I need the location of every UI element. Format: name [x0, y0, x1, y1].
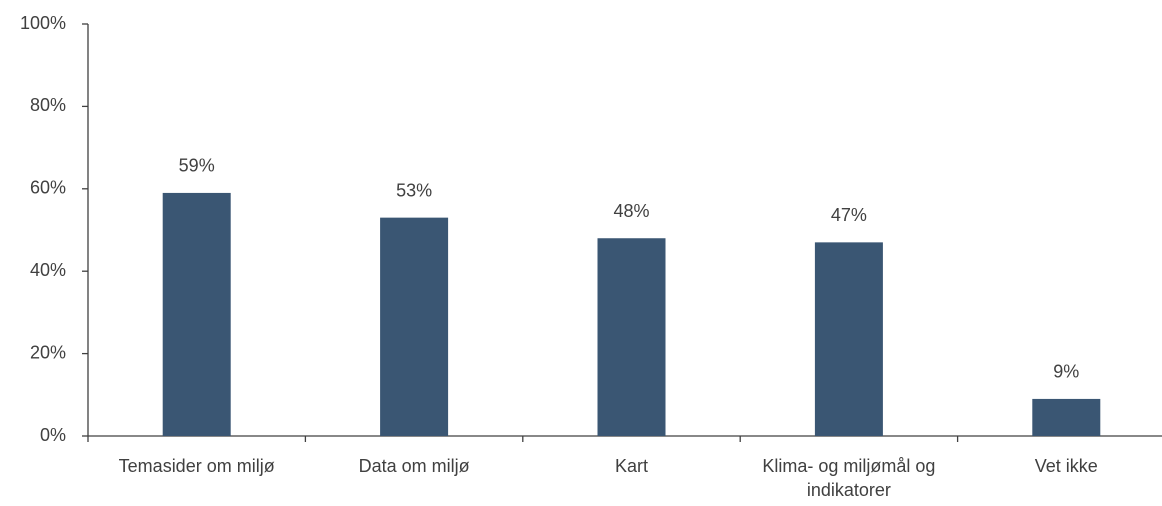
bar	[814, 242, 883, 436]
x-tick-label: Temasider om miljø	[118, 456, 275, 476]
x-tick-label-box: Data om miljø	[358, 456, 470, 476]
y-tick-label: 20%	[30, 342, 66, 362]
x-tick-label-box: Kart	[614, 456, 648, 476]
x-tick-label-box: Temasider om miljø	[118, 456, 275, 476]
bar	[162, 192, 231, 436]
x-tick-label: Data om miljø	[358, 456, 470, 476]
x-tick-label: Vet ikke	[1034, 456, 1098, 476]
y-tick-label: 40%	[30, 260, 66, 280]
y-tick-label: 0%	[40, 425, 66, 445]
y-tick-label: 100%	[20, 13, 66, 33]
data-label: 47%	[831, 205, 867, 225]
x-tick-label-box: Klima- og miljømål og indikatorer	[762, 456, 936, 500]
y-tick-label: 60%	[30, 178, 66, 198]
x-tick-label: Klima- og miljømål og indikatorer	[762, 456, 936, 500]
bar	[380, 217, 449, 436]
x-tick-label-box: Vet ikke	[1034, 456, 1098, 476]
data-label: 59%	[179, 156, 215, 176]
y-tick-label: 80%	[30, 95, 66, 115]
bar	[1032, 398, 1101, 436]
data-label: 48%	[613, 201, 649, 221]
x-tick-label: Kart	[614, 456, 648, 476]
data-label: 9%	[1053, 362, 1079, 382]
data-label: 53%	[396, 180, 432, 200]
bar	[597, 238, 666, 436]
